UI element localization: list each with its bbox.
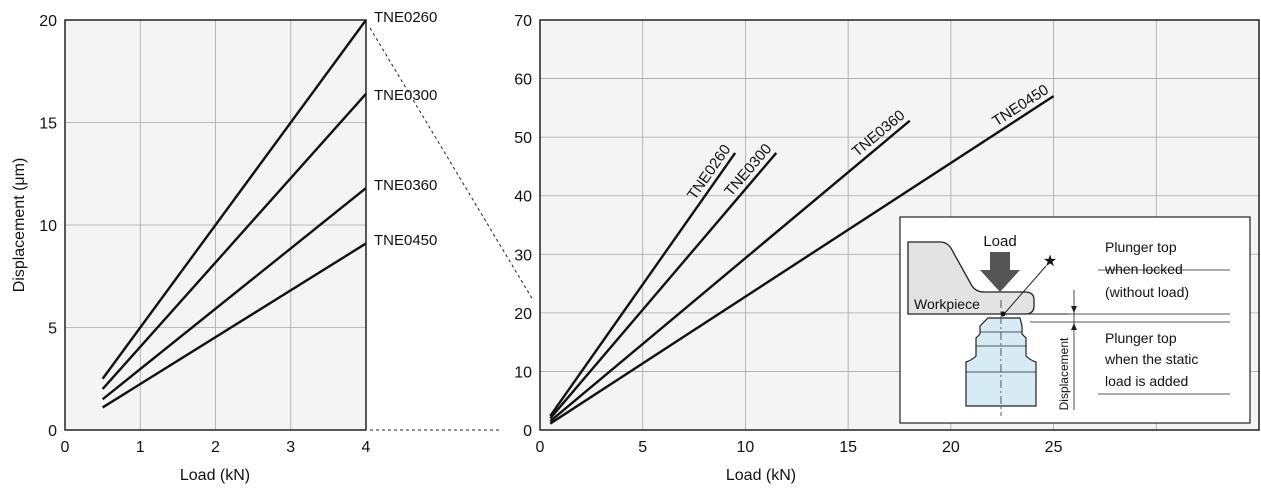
x-tick-label: 15: [839, 439, 857, 456]
series-line-tne0450: [101, 242, 367, 409]
x-tick-label: 1: [136, 439, 145, 456]
y-tick-label: 5: [48, 321, 57, 338]
series-label-tne0260: TNE0260: [374, 9, 437, 26]
static-label-line1: Plunger top: [1105, 330, 1177, 346]
series-line-tne0300: [101, 93, 367, 390]
left-series-lines: [101, 19, 367, 409]
y-tick-label: 40: [514, 189, 532, 206]
x-tick-label: 0: [536, 439, 545, 456]
y-tick-label: 50: [514, 130, 532, 147]
x-tick-label: 20: [942, 439, 960, 456]
dimension-arrow-bottom-icon: [1071, 323, 1077, 330]
left-x-axis-label: Load (kN): [180, 467, 250, 484]
x-tick-label: 2: [211, 439, 220, 456]
locked-label-line2: when locked: [1104, 261, 1183, 277]
left-plot-frame: [64, 19, 367, 431]
static-label-line2: when the static: [1104, 351, 1198, 367]
series-line-tne0260: [549, 152, 737, 417]
right-tick-labels: 0 10 20 30 40 50 60 70 0 5 10 15 20 25: [514, 13, 1062, 456]
locked-label-line1: Plunger top: [1105, 239, 1177, 255]
series-label-tne0360: TNE0360: [374, 177, 437, 194]
static-label-line3: load is added: [1105, 373, 1188, 389]
y-tick-label: 20: [514, 306, 532, 323]
y-tick-label: 20: [39, 13, 57, 30]
star-icon: ★: [1043, 253, 1057, 270]
x-tick-label: 25: [1045, 439, 1063, 456]
y-tick-label: 30: [514, 247, 532, 264]
series-line-tne0360: [101, 187, 367, 401]
x-tick-label: 3: [286, 439, 295, 456]
x-tick-label: 5: [638, 439, 647, 456]
plunger-body: [965, 317, 1037, 407]
right-series-lines: [549, 95, 1055, 425]
contact-point: [1000, 311, 1006, 317]
y-tick-label: 0: [523, 423, 532, 440]
locked-label-line3: (without load): [1105, 284, 1189, 300]
series-label-tne0300: TNE0300: [374, 87, 437, 104]
x-tick-label: 10: [737, 439, 755, 456]
left-tick-labels: 0 5 10 15 20 0 1 2 3 4: [39, 13, 370, 456]
load-arrow-icon: [980, 252, 1020, 292]
right-plot-frame: [539, 19, 1260, 431]
right-x-axis-label: Load (kN): [726, 467, 796, 484]
y-tick-label: 15: [39, 116, 57, 133]
displacement-label: Displacement: [1057, 337, 1071, 410]
series-line-tne0300: [549, 152, 778, 420]
x-tick-label: 4: [362, 439, 371, 456]
workpiece-label: Workpiece: [914, 296, 980, 312]
load-label: Load: [983, 233, 1016, 250]
left-y-axis-label: Displacement (μm): [11, 158, 28, 293]
star-leader-line: [1003, 265, 1047, 315]
y-tick-label: 10: [514, 364, 532, 381]
plunger-diagram-inset: Workpiece Load ★ Displacement Plunger to…: [899, 216, 1251, 424]
series-line-tne0450: [549, 95, 1055, 425]
workpiece-shape: [907, 241, 1035, 315]
y-tick-label: 70: [514, 13, 532, 30]
series-line-tne0360: [549, 119, 911, 423]
left-series-labels: TNE0260 TNE0300 TNE0360 TNE0450: [374, 9, 437, 249]
dimension-arrow-top-icon: [1071, 306, 1077, 313]
series-line-tne0260: [101, 19, 367, 380]
y-tick-label: 60: [514, 72, 532, 89]
x-tick-label: 0: [61, 439, 70, 456]
y-tick-label: 0: [48, 423, 57, 440]
y-tick-label: 10: [39, 218, 57, 235]
inset-frame: [899, 216, 1251, 424]
left-chart-panel: 0 5 10 15 20 0 1 2 3 4 TNE0260 TNE0300 TNE0360 TNE04…: [11, 9, 437, 484]
series-label-tne0450: TNE0450: [374, 232, 437, 249]
zoom-connector-top: [369, 27, 534, 301]
